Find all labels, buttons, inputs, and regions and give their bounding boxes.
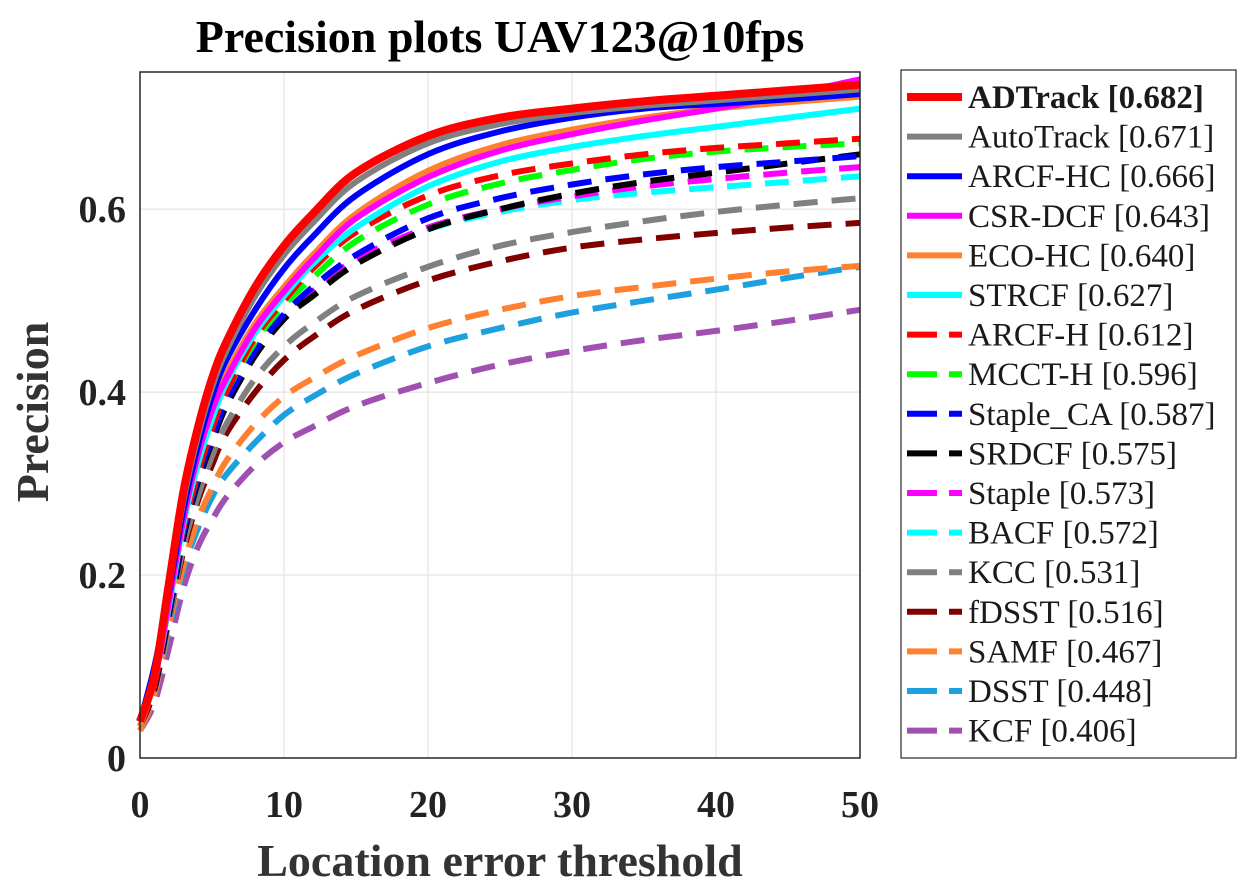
legend-label: AutoTrack [0.671] xyxy=(968,120,1214,156)
legend-label: ARCF-HC [0.666] xyxy=(968,159,1216,195)
y-tick-label: 0.4 xyxy=(79,372,127,414)
legend-label: Staple_CA [0.587] xyxy=(968,397,1215,433)
series-line-1 xyxy=(136,80,861,723)
plot-area xyxy=(140,72,860,758)
legend-label: ADTrack [0.682] xyxy=(968,80,1204,116)
legend-label: SAMF [0.467] xyxy=(968,634,1162,670)
x-tick-label: 0 xyxy=(131,784,150,826)
x-tick-label: 50 xyxy=(841,784,879,826)
legend-label: BACF [0.572] xyxy=(968,516,1159,552)
plot-frame xyxy=(139,71,861,759)
x-tick-label: 30 xyxy=(553,784,591,826)
series-lines xyxy=(136,76,861,733)
legend-label: ECO-HC [0.640] xyxy=(968,238,1195,274)
series-line-9 xyxy=(137,153,861,728)
legend-label: KCC [0.531] xyxy=(968,555,1140,591)
legend-label: Staple [0.573] xyxy=(968,476,1155,512)
series-line-11 xyxy=(137,164,861,728)
chart-title: Precision plots UAV123@10fps xyxy=(196,11,804,62)
series-line-10 xyxy=(137,151,861,728)
y-axis-label: Precision xyxy=(7,322,58,503)
legend: ADTrack [0.682] AutoTrack [0.671]ARCF-HC … xyxy=(900,69,1237,759)
x-tick-label: 40 xyxy=(697,784,735,826)
x-axis-label: Location error threshold xyxy=(257,835,743,886)
legend-label: DSST [0.448] xyxy=(968,674,1153,710)
y-tick-label: 0 xyxy=(107,738,126,780)
x-tick-labels: 0 10 20 30 40 50 xyxy=(131,784,880,826)
legend-label: ARCF-H [0.612] xyxy=(968,318,1194,354)
y-tick-label: 0.2 xyxy=(79,555,127,597)
legend-label: MCCT-H [0.596] xyxy=(968,357,1198,393)
legend-label: CSR-DCF [0.643] xyxy=(968,199,1210,235)
legend-label: fDSST [0.516] xyxy=(968,595,1164,631)
x-tick-label: 10 xyxy=(265,784,303,826)
legend-label: SRDCF [0.575] xyxy=(968,436,1177,472)
y-tick-label: 0.6 xyxy=(79,189,127,231)
legend-label: STRCF [0.627] xyxy=(968,278,1173,314)
y-tick-labels: 0 0.2 0.4 0.6 xyxy=(79,189,127,780)
x-tick-label: 20 xyxy=(409,784,447,826)
legend-label: KCF [0.406] xyxy=(968,714,1137,750)
series-line-17 xyxy=(137,306,861,733)
